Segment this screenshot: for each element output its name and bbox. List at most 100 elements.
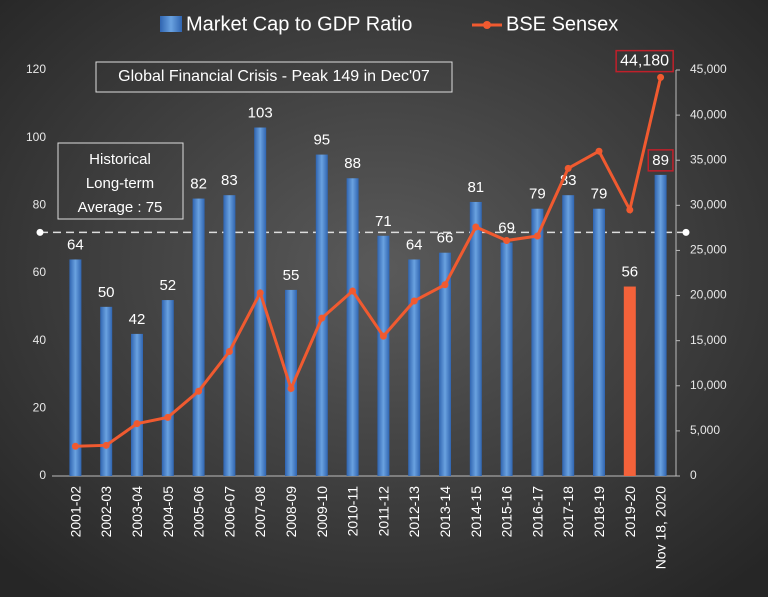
y2-tick-label: 10,000 <box>690 378 727 392</box>
bar-label: 95 <box>313 132 330 149</box>
bar <box>285 289 297 476</box>
line-point <box>410 297 418 305</box>
y-tick-label: 20 <box>33 401 47 415</box>
y-tick-label: 80 <box>33 198 47 212</box>
bar <box>593 208 605 476</box>
bar-label: 56 <box>621 264 638 281</box>
bar <box>131 333 143 476</box>
x-tick-label: Nov 18, 2020 <box>653 486 669 569</box>
y2-tick-label: 35,000 <box>690 152 727 166</box>
line-point <box>195 387 203 395</box>
bar-label: 64 <box>67 236 84 253</box>
x-tick-label: 2004-05 <box>160 486 176 538</box>
bar-label: 88 <box>344 155 361 172</box>
x-tick-label: 2011-12 <box>375 486 391 537</box>
bar <box>500 242 513 476</box>
bar <box>100 306 113 476</box>
bar-label: 64 <box>406 236 423 253</box>
y2-tick-label: 25,000 <box>690 243 727 257</box>
annotation-box <box>57 142 184 220</box>
label-box <box>615 49 674 73</box>
bar <box>531 208 544 476</box>
x-tick-label: 2019-20 <box>622 486 638 538</box>
bar-label: 82 <box>190 176 207 193</box>
bar <box>69 259 82 476</box>
x-tick-label: 2006-07 <box>221 486 237 538</box>
x-tick-label: 2008-09 <box>283 486 299 538</box>
bar-label: 55 <box>283 267 300 284</box>
line-point <box>225 347 233 355</box>
line-point <box>441 281 449 289</box>
line-point <box>164 413 172 421</box>
y2-tick-label: 0 <box>690 468 697 482</box>
bar-label: 83 <box>221 172 238 189</box>
legend-label: BSE Sensex <box>506 13 618 35</box>
average-line-end <box>682 228 690 236</box>
bar <box>439 252 451 476</box>
x-tick-label: 2012-13 <box>406 486 422 538</box>
x-tick-label: 2010-11 <box>345 486 361 537</box>
bar-label: 66 <box>437 230 454 247</box>
bar <box>254 127 267 477</box>
x-tick-label: 2001-02 <box>67 486 83 538</box>
x-tick-label: 2002-03 <box>98 486 114 538</box>
bar-label: 52 <box>159 277 176 294</box>
x-tick-label: 2009-10 <box>314 486 330 538</box>
line-point <box>503 237 511 245</box>
y2-tick-label: 30,000 <box>690 198 727 212</box>
x-tick-label: 2003-04 <box>129 486 145 538</box>
y-tick-label: 100 <box>26 130 46 144</box>
bar-label: 79 <box>529 186 546 203</box>
annotation-box <box>95 61 453 93</box>
line-label: 44,180 <box>620 53 669 70</box>
bar <box>654 174 667 476</box>
y-tick-label: 60 <box>33 265 47 279</box>
line-point <box>349 287 357 295</box>
y2-tick-label: 5,000 <box>690 423 720 437</box>
x-tick-label: 2007-08 <box>252 486 268 538</box>
x-tick-label: 2014-15 <box>468 486 484 538</box>
bar <box>346 178 359 476</box>
bar-label: 81 <box>467 179 484 196</box>
y2-tick-label: 45,000 <box>690 62 727 76</box>
line <box>75 77 663 448</box>
line-point <box>71 442 79 450</box>
bar <box>469 201 482 476</box>
line-point <box>318 314 326 322</box>
line-point <box>595 147 603 155</box>
line-point <box>133 420 141 428</box>
bar <box>623 286 636 476</box>
bar <box>161 300 174 476</box>
annotation: Average : 75 <box>78 199 163 216</box>
line-point <box>287 384 295 392</box>
bar-label: 71 <box>375 213 392 230</box>
x-tick-label: 2018-19 <box>591 486 607 538</box>
bar-label: 79 <box>591 186 608 203</box>
line-point <box>564 164 572 172</box>
bar <box>408 259 421 476</box>
line-point <box>626 206 634 214</box>
line-point <box>657 73 665 81</box>
average-line-end <box>36 228 44 236</box>
bar <box>192 198 205 477</box>
x-tick-label: 2016-17 <box>529 486 545 538</box>
bar-label: 50 <box>98 284 115 301</box>
legend-label: Market Cap to GDP Ratio <box>186 13 412 35</box>
annotation: Long-term <box>86 175 154 192</box>
y2-tick-label: 40,000 <box>690 107 727 121</box>
bar-label: 42 <box>129 311 146 328</box>
line-point <box>102 441 110 449</box>
bar-label: 89 <box>652 152 669 169</box>
legend-swatch <box>160 16 182 32</box>
line-point <box>379 332 387 340</box>
y2-tick-label: 20,000 <box>690 288 727 302</box>
legend-swatch <box>483 21 491 29</box>
bar <box>562 195 575 476</box>
x-tick-label: 2015-16 <box>499 486 515 538</box>
y-tick-label: 120 <box>26 62 46 76</box>
bar-label: 69 <box>498 220 515 237</box>
annotation: Global Financial Crisis - Peak 149 in De… <box>118 68 430 85</box>
x-tick-label: 2013-14 <box>437 486 453 538</box>
y-tick-label: 0 <box>39 468 46 482</box>
